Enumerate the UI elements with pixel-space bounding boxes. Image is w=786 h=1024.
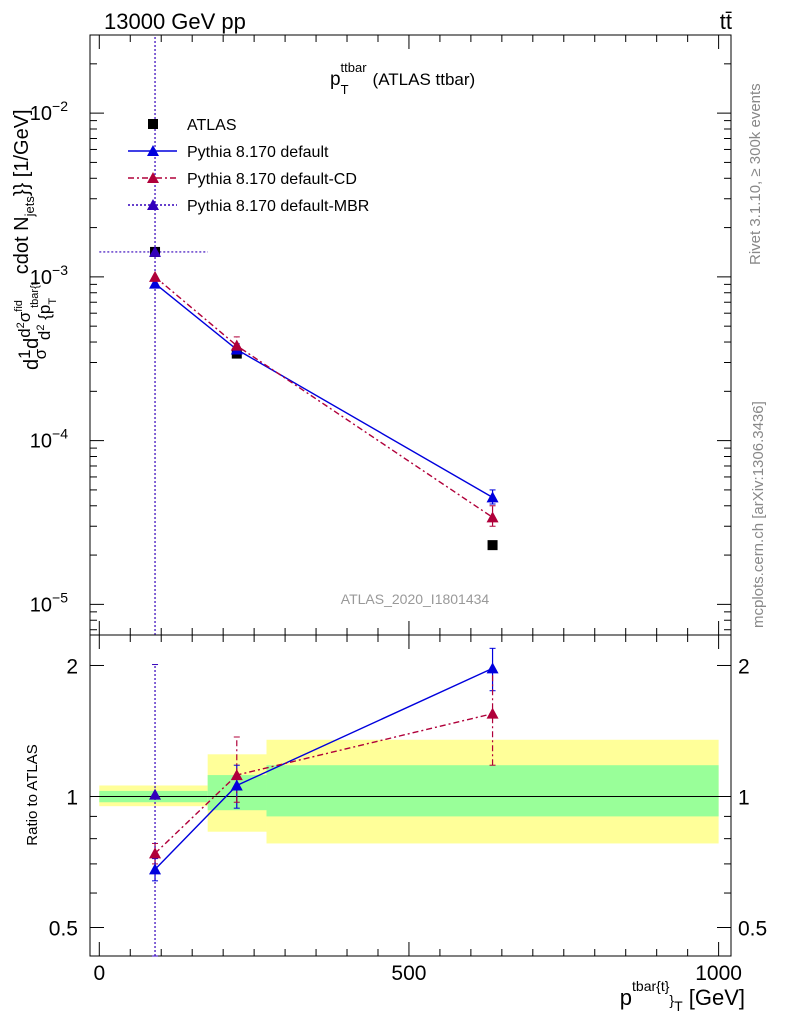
legend-marker-mbr: [147, 199, 159, 210]
ratio-y-tick-label: 1: [66, 786, 78, 809]
ylabel-part: T: [47, 298, 59, 305]
main-x-ticks: [98, 35, 720, 635]
main-y-tick-label: 10−4: [30, 426, 68, 453]
ylabel-part: d: [21, 338, 43, 349]
ylabel-part: 2: [15, 322, 27, 328]
main-marks: [99, 35, 499, 635]
ratio-x-ticks: 0 500 1000: [93, 635, 742, 985]
legend-marker-default: [147, 145, 159, 156]
x-axis-label: ptbar{t}}T [GeV]: [620, 978, 745, 1014]
main-y-tick-label: 10−2: [30, 98, 68, 125]
ratio-point-mbr: [149, 788, 162, 800]
header-energy-label: 13000 GeV pp: [104, 9, 246, 34]
legend: ATLAS Pythia 8.170 default Pythia 8.170 de…: [128, 117, 369, 215]
ratio-y-tick-label-right: 0.5: [738, 917, 767, 940]
ylabel-part: d: [21, 359, 43, 370]
legend-marker-atlas: [148, 119, 158, 129]
xlabel-subT: T: [674, 998, 683, 1014]
plot-title: pTttbar (ATLAS ttbar): [330, 60, 475, 97]
plot-title-main: p: [330, 69, 341, 90]
xlabel-rest: [GeV]: [683, 985, 745, 1010]
header-process-label: tt̄: [720, 9, 732, 34]
ylabel-part: }} [1/GeV]: [11, 109, 33, 196]
main-y-axis-label: d1σdd2σfidd2 {pTtbar{tcdot Njets}} [1/Ge…: [11, 109, 59, 370]
rivet-version-label: Rivet 3.1.10, ≥ 300k events: [747, 83, 764, 265]
data-point-mbr: [149, 245, 162, 257]
data-point-cd: [149, 270, 162, 282]
data-point-cd: [486, 511, 499, 523]
ratio-band-inner: [266, 765, 719, 817]
ylabel-part: tbar{t: [29, 282, 41, 308]
ylabel-part: jets: [22, 196, 37, 218]
ratio-y-tick-label-right: 1: [738, 786, 750, 809]
plot-title-sub: T: [341, 82, 349, 97]
ratio-y-ticks: 0.5 0.5 1 1 2 2: [49, 655, 767, 940]
ratio-point-cd: [486, 707, 499, 719]
ylabel-part: {p: [35, 305, 54, 325]
data-point-default: [149, 277, 162, 289]
data-point-default: [486, 491, 499, 503]
ratio-point-default: [149, 863, 162, 875]
x-tick-label: 1000: [695, 962, 742, 985]
ratio-y-tick-label: 2: [66, 655, 78, 678]
data-point-atlas: [487, 540, 498, 551]
ratio-marks: [149, 647, 499, 957]
legend-label-atlas: ATLAS: [187, 117, 237, 134]
ratio-y-tick-label: 0.5: [49, 917, 78, 940]
x-tick-label: 500: [391, 962, 426, 985]
ratio-point-cd: [149, 847, 162, 859]
legend-label-default: Pythia 8.170 default: [187, 144, 329, 161]
series-line-cd: [154, 276, 493, 518]
svg-text:d1σdd2σfidd2 {pTtbar{tcdot Nje: d1σdd2σfidd2 {pTtbar{tcdot Njets}} [1/Ge…: [11, 109, 59, 370]
data-point-cd: [230, 339, 243, 351]
ylabel-part: d: [35, 331, 54, 340]
ylabel-part: σ: [15, 311, 34, 322]
main-y-tick-label: 10−3: [30, 262, 68, 289]
legend-label-mbr: Pythia 8.170 default-MBR: [187, 198, 369, 215]
ylabel-part: d: [15, 328, 34, 337]
main-y-tick-label: 10−5: [30, 589, 68, 616]
ratio-panel: 0.5 0.5 1 1 2 2 0 500 1000 Ratio to ATLAS ptbar…: [24, 634, 767, 1014]
legend-label-cd: Pythia 8.170 default-CD: [187, 171, 357, 188]
ylabel-part: cdot N: [11, 216, 33, 274]
ratio-frame: [89, 634, 732, 957]
ratio-point-cd: [230, 769, 243, 781]
x-tick-label: 0: [93, 962, 105, 985]
mcplots-reference-label: mcplots.cern.ch [arXiv:1306.3436]: [750, 401, 767, 628]
xlabel-sub: }: [669, 992, 674, 1008]
ratio-bands: [99, 739, 719, 844]
ratio-point-default: [486, 662, 499, 674]
analysis-watermark: ATLAS_2020_I1801434: [341, 591, 490, 607]
ylabel-part: fid: [13, 300, 25, 312]
main-y-ticks: 10−2 10−3 10−4 10−5: [30, 34, 731, 631]
plot-title-rest: (ATLAS ttbar): [373, 70, 476, 89]
ratio-y-axis-label: Ratio to ATLAS: [24, 744, 41, 845]
ylabel-part: 2: [35, 324, 47, 330]
legend-marker-cd: [147, 172, 159, 183]
ylabel-part: σ: [31, 348, 50, 359]
ylabel-part: 1: [15, 349, 34, 358]
ratio-y-tick-label-right: 2: [738, 655, 750, 678]
main-panel: 10−210−310−410−5 pTttbar(ATLAS ttbar) AT…: [11, 34, 732, 636]
series-line-default: [154, 283, 493, 499]
xlabel-sup: tbar{t}: [632, 978, 670, 994]
xlabel-p: p: [620, 985, 632, 1010]
plot-title-sup: ttbar: [341, 60, 368, 75]
ratio-point-default: [230, 779, 243, 791]
